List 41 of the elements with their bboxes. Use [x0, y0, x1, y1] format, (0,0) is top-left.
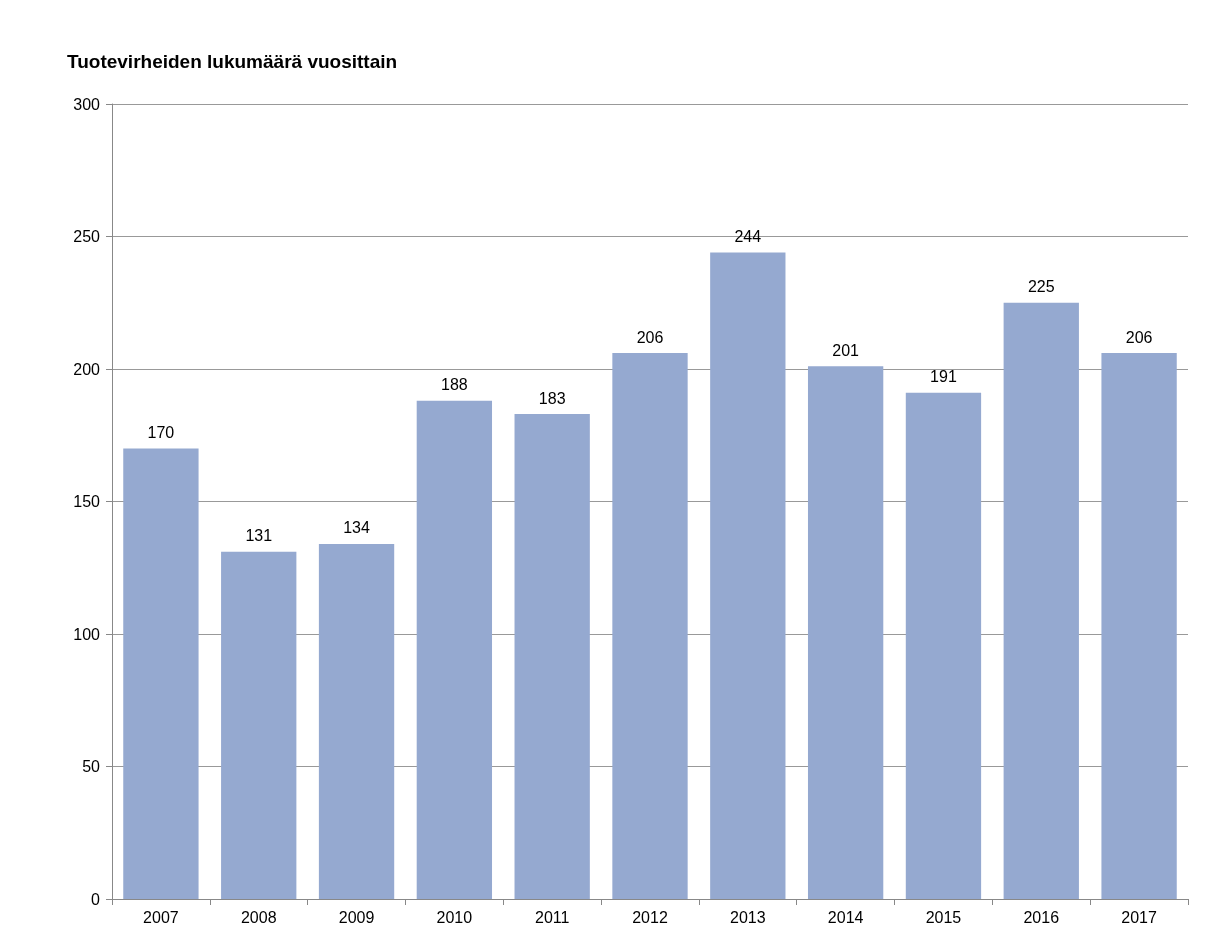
- x-tick-label: 2016: [1023, 908, 1060, 926]
- x-tick-label: 2017: [1121, 908, 1157, 926]
- bar: [1003, 302, 1079, 899]
- data-label: 225: [1027, 278, 1055, 296]
- data-label: 188: [441, 376, 468, 394]
- y-tick-label: 200: [73, 360, 101, 378]
- x-tick-label: 2011: [534, 908, 570, 926]
- bar: [416, 400, 493, 899]
- data-label: 206: [636, 328, 664, 346]
- data-label: 191: [930, 368, 957, 386]
- bar: [612, 353, 688, 899]
- bar: [710, 252, 786, 899]
- x-tick-label: 2012: [632, 908, 668, 926]
- bar: [318, 543, 395, 899]
- data-label: 131: [245, 527, 273, 545]
- bar: [807, 366, 884, 899]
- data-label: 134: [343, 519, 370, 537]
- bar: [514, 414, 590, 899]
- y-tick-label: 100: [73, 625, 101, 643]
- y-tick-label: 50: [82, 758, 101, 775]
- data-label: 244: [734, 227, 762, 245]
- bar: [905, 392, 982, 899]
- x-tick-label: 2008: [240, 908, 277, 926]
- y-tick-label: 150: [73, 493, 101, 510]
- data-label: 183: [538, 389, 566, 407]
- bar: [221, 551, 297, 899]
- data-label: 201: [832, 341, 860, 359]
- x-tick-label: 2010: [436, 908, 473, 926]
- bar: [1101, 353, 1177, 899]
- bar: [123, 448, 199, 899]
- x-tick-label: 2014: [827, 908, 864, 926]
- x-tick-label: 2015: [925, 908, 962, 926]
- data-label: 206: [1125, 328, 1153, 346]
- y-tick-label: 250: [73, 228, 101, 245]
- x-tick-label: 2007: [143, 908, 179, 926]
- x-tick-label: 2009: [338, 908, 375, 926]
- x-tick-label: 2013: [730, 908, 766, 926]
- y-tick-label: 0: [91, 890, 101, 908]
- y-tick-label: 300: [73, 95, 101, 113]
- data-label: 170: [147, 424, 175, 441]
- chart-title: Tuotevirheiden lukumäärä vuosittain: [67, 51, 398, 72]
